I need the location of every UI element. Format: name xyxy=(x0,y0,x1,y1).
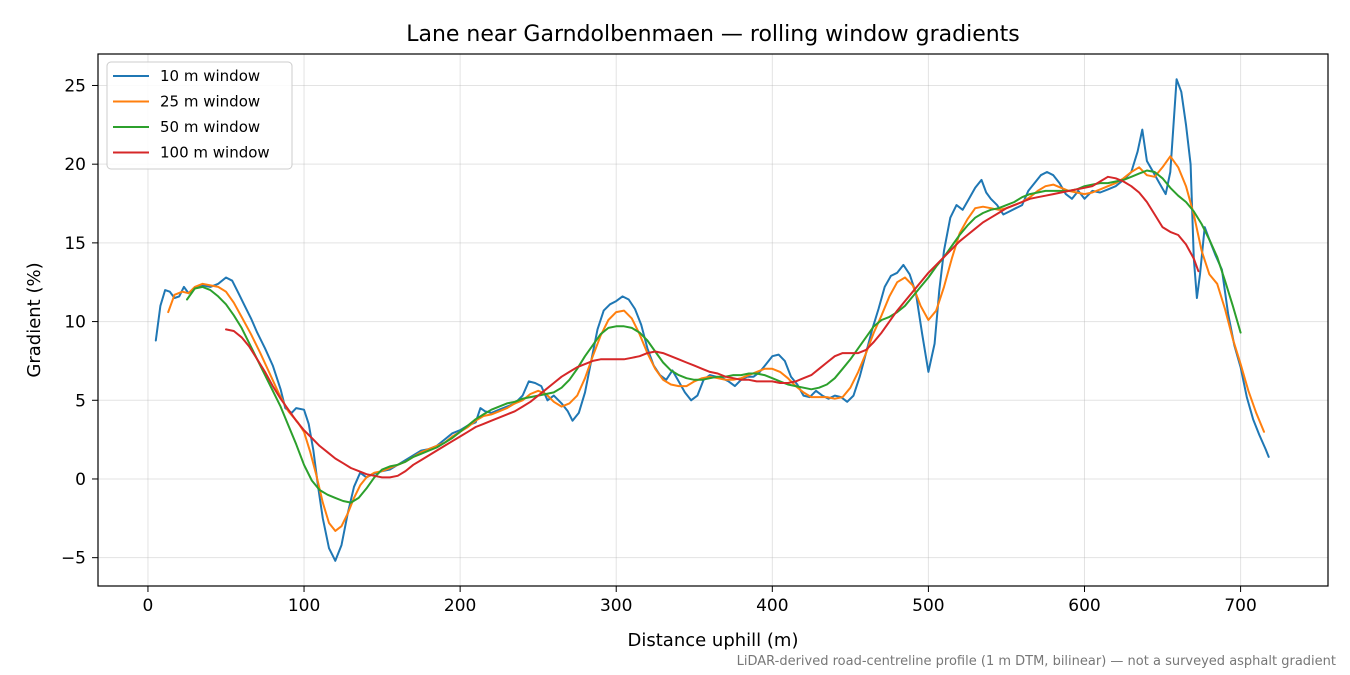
axis-ticks: 0 100 200 300 400 500 600 700 −5 0 5 10 15 20 25 xyxy=(61,76,1257,616)
y-tick-label: 15 xyxy=(64,234,86,254)
series-line-2 xyxy=(167,155,1265,532)
series-layer xyxy=(154,78,1270,562)
y-tick-label: 20 xyxy=(64,155,86,175)
x-axis-title: Distance uphill (m) xyxy=(628,630,799,651)
y-tick-label: 5 xyxy=(75,391,86,411)
legend-label: 10 m window xyxy=(160,67,260,85)
plot-frame xyxy=(97,53,1329,587)
y-tick-label: 10 xyxy=(64,313,86,333)
footnote: LiDAR-derived road-centreline profile (1… xyxy=(737,654,1336,669)
y-tick-label: 0 xyxy=(75,470,86,490)
legend-label: 100 m window xyxy=(160,144,270,162)
y-tick-label: 25 xyxy=(64,76,86,96)
x-tick-label: 500 xyxy=(912,596,944,616)
y-axis-title: Gradient (%) xyxy=(24,262,45,377)
x-tick-label: 600 xyxy=(1068,596,1100,616)
grid-lines xyxy=(98,54,1328,586)
y-tick-label: −5 xyxy=(61,549,86,569)
x-tick-label: 300 xyxy=(600,596,632,616)
x-tick-label: 700 xyxy=(1224,596,1256,616)
x-tick-label: 0 xyxy=(143,596,154,616)
x-tick-label: 100 xyxy=(288,596,320,616)
legend-box xyxy=(106,61,293,170)
legend-label: 25 m window xyxy=(160,93,260,111)
series-line-1 xyxy=(154,78,1270,562)
legend-label: 50 m window xyxy=(160,118,260,136)
legend: 10 m window 25 m window 50 m window 100 m w… xyxy=(106,61,293,170)
x-tick-label: 400 xyxy=(756,596,788,616)
chart-title: Lane near Garndolbenmaen — rolling windo… xyxy=(406,22,1020,47)
x-tick-label: 200 xyxy=(444,596,476,616)
series-line-4 xyxy=(225,175,1200,479)
